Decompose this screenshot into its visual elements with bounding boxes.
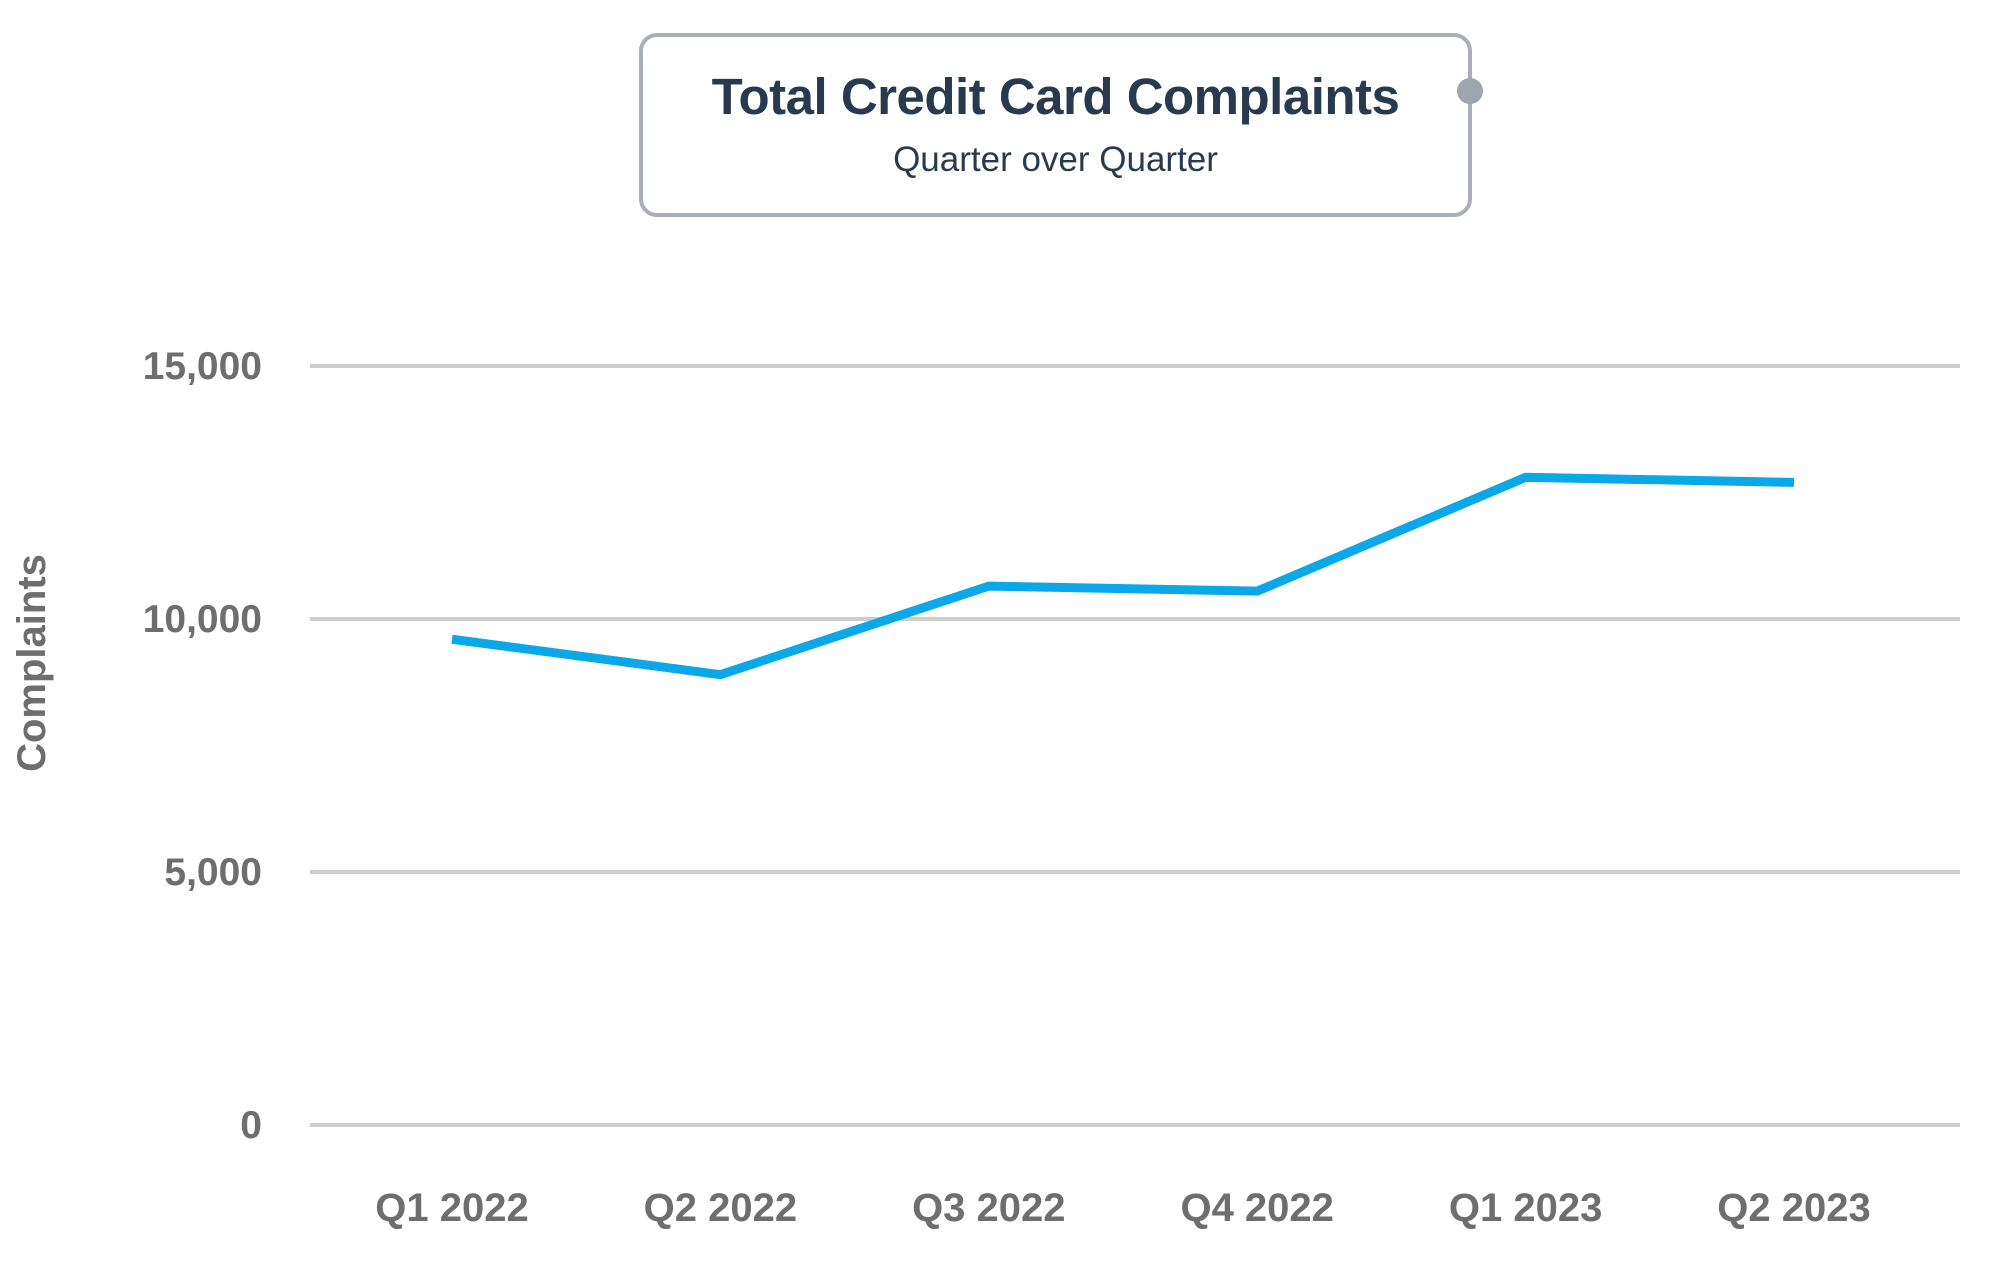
chart-title-box[interactable]: Total Credit Card Complaints Quarter ove…: [639, 33, 1483, 217]
chart-title: Total Credit Card Complaints: [711, 67, 1400, 125]
data-line-series[interactable]: [451, 472, 1795, 680]
chart-subtitle: Quarter over Quarter: [893, 140, 1218, 180]
x-axis-tick-label: Q1 2023: [1449, 1186, 1602, 1230]
y-axis-tick-label: 15,000: [143, 345, 262, 388]
y-axis-tick-label: 5,000: [164, 851, 262, 894]
x-axis-tick-label: Q2 2023: [1717, 1186, 1870, 1230]
y-axis-tick-label: 0: [240, 1104, 262, 1147]
title-box-handle-dot[interactable]: [1457, 78, 1483, 104]
y-axis-tick-label: 10,000: [143, 598, 262, 641]
x-axis-tick-label: Q2 2022: [644, 1186, 797, 1230]
x-axis-tick-label: Q3 2022: [912, 1186, 1065, 1230]
x-axis-tick-label: Q1 2022: [375, 1186, 528, 1230]
x-axis-tick-label: Q4 2022: [1180, 1186, 1333, 1230]
y-axis-title: Complaints: [10, 554, 54, 772]
